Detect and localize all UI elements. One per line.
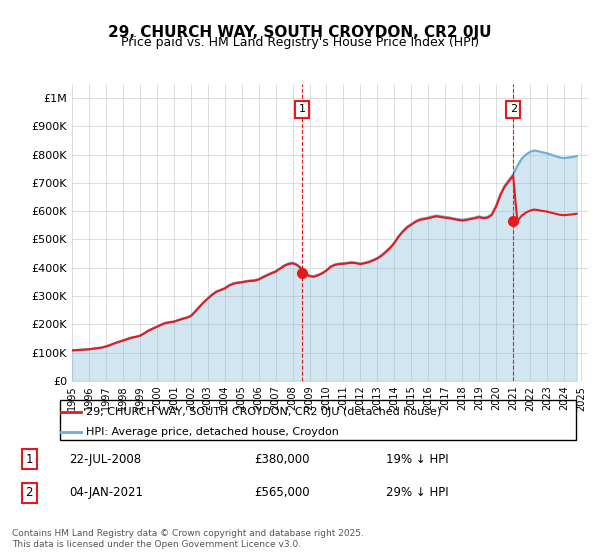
Text: 2: 2 xyxy=(26,486,33,500)
Text: 2: 2 xyxy=(510,104,517,114)
Text: 22-JUL-2008: 22-JUL-2008 xyxy=(70,452,142,466)
Text: 29, CHURCH WAY, SOUTH CROYDON, CR2 0JU (detached house): 29, CHURCH WAY, SOUTH CROYDON, CR2 0JU (… xyxy=(86,407,441,417)
Text: £380,000: £380,000 xyxy=(254,452,310,466)
Text: Contains HM Land Registry data © Crown copyright and database right 2025.
This d: Contains HM Land Registry data © Crown c… xyxy=(12,529,364,549)
Text: 1: 1 xyxy=(26,452,33,466)
Text: 29, CHURCH WAY, SOUTH CROYDON, CR2 0JU: 29, CHURCH WAY, SOUTH CROYDON, CR2 0JU xyxy=(108,25,492,40)
Text: 04-JAN-2021: 04-JAN-2021 xyxy=(70,486,143,500)
Text: 29% ↓ HPI: 29% ↓ HPI xyxy=(386,486,449,500)
Text: HPI: Average price, detached house, Croydon: HPI: Average price, detached house, Croy… xyxy=(86,427,338,437)
Text: £565,000: £565,000 xyxy=(254,486,310,500)
Text: 19% ↓ HPI: 19% ↓ HPI xyxy=(386,452,449,466)
Text: Price paid vs. HM Land Registry's House Price Index (HPI): Price paid vs. HM Land Registry's House … xyxy=(121,36,479,49)
Text: 1: 1 xyxy=(298,104,305,114)
